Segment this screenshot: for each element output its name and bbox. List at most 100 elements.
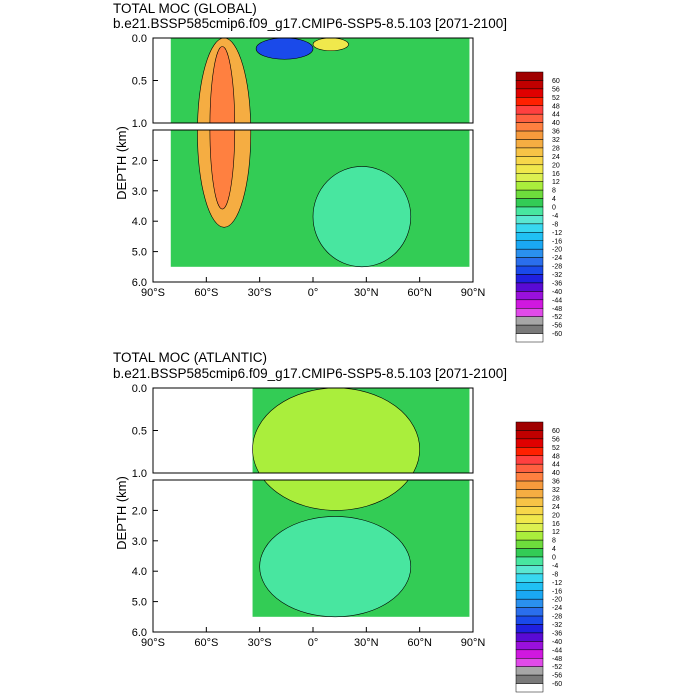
colorbar-swatch [515, 223, 544, 233]
colorbar-label: -48 [552, 306, 562, 313]
colorbar-swatch [515, 632, 544, 642]
colorbar-swatch [515, 489, 544, 499]
colorbar-swatch [515, 523, 544, 532]
lower-subpanel [170, 130, 470, 268]
colorbar-swatch [515, 80, 544, 90]
colorbar-label: -32 [552, 622, 562, 629]
y-tick-label: 3.0 [132, 186, 147, 198]
y-tick-label: 5.0 [132, 247, 147, 259]
colorbar-label: -24 [552, 605, 562, 612]
colorbar-swatch [515, 641, 544, 651]
colorbar-label: 48 [552, 103, 560, 110]
colorbar-swatch [515, 683, 544, 693]
lower-subpanel [252, 480, 470, 618]
y-tick-label: 1.0 [132, 468, 147, 480]
colorbar-label: 44 [552, 462, 560, 469]
colorbar-swatch [515, 430, 544, 440]
atlantic-moc-chart: DEPTH (km) 0.0 0.5 1.0 2.0 3.0 4.0 5.0 6.090°S 6… [114, 383, 562, 693]
plot-area: 0.0 0.5 1.0 2.0 3.0 4.0 5.0 6.090°S 60°S 30°S 0° 30… [132, 383, 486, 649]
colorbar-label: -20 [552, 597, 562, 604]
colorbar-label: 60 [552, 78, 560, 85]
colorbar-swatch [515, 274, 544, 284]
colorbar-label: 52 [552, 95, 560, 102]
panel1-subtitle: b.e21.BSSP585cmip6.f09_g17.CMIP6-SSP5-8.… [113, 16, 508, 31]
panel2-subtitle: b.e21.BSSP585cmip6.f09_g17.CMIP6-SSP5-8.… [113, 366, 508, 381]
colorbar-label: 8 [552, 188, 556, 195]
colorbar-label: -40 [552, 639, 562, 646]
y-tick-label: 3.0 [132, 536, 147, 548]
colorbar-label: 28 [552, 495, 560, 502]
colorbar-swatch [515, 97, 544, 106]
panel2-title: TOTAL MOC (ATLANTIC) [113, 350, 268, 365]
colorbar-label: -36 [552, 630, 562, 637]
abyssal-negative-cell [259, 516, 412, 618]
colorbar-swatch [515, 299, 544, 309]
colorbar-swatch [515, 232, 544, 241]
colorbar-swatch [515, 598, 544, 608]
colorbar-swatch [515, 316, 544, 326]
x-tick-label: 30°S [248, 637, 272, 649]
x-tick-label: 60°N [407, 287, 432, 299]
global-moc-chart: DEPTH (km) 0.0 0.5 1.0 2.0 3.0 4.0 5.0 6.090°S 6… [114, 33, 562, 343]
colorbar-label: 0 [552, 555, 556, 562]
colorbar-label: -32 [552, 272, 562, 279]
colorbar-label: -12 [552, 230, 562, 237]
y-axis-label: DEPTH (km) [114, 476, 129, 550]
tropical-positive-cell [312, 38, 349, 52]
colorbar-label: 16 [552, 521, 560, 528]
colorbar-swatch [515, 649, 544, 659]
colorbar-swatch [515, 265, 544, 275]
colorbar-swatch [515, 531, 544, 541]
colorbar-label: -16 [552, 588, 562, 595]
colorbar-swatch [515, 181, 544, 191]
colorbar-swatch [515, 480, 544, 490]
colorbar-swatch [515, 624, 544, 634]
y-tick-label: 2.0 [132, 155, 147, 167]
colorbar-label: 32 [552, 137, 560, 144]
colorbar-swatch [515, 333, 544, 343]
colorbar-label: 56 [552, 436, 560, 443]
y-tick-label: 6.0 [132, 627, 147, 639]
colorbar-label: 36 [552, 129, 560, 136]
colorbar-label: -60 [552, 331, 562, 338]
y-tick-label: 0.0 [132, 33, 147, 45]
colorbar-label: -44 [552, 297, 562, 304]
colorbar-swatch [515, 248, 544, 258]
colorbar-swatch [515, 539, 544, 549]
y-tick-label: 4.0 [132, 216, 147, 228]
colorbar-swatch [515, 257, 544, 267]
colorbar-label: -48 [552, 656, 562, 663]
colorbar-label: 40 [552, 120, 560, 127]
colorbar-swatch [515, 582, 544, 591]
colorbar-swatch [515, 240, 544, 250]
colorbar-swatch [515, 173, 544, 182]
colorbar-swatch [515, 139, 544, 149]
colorbar-swatch [515, 438, 544, 448]
colorbar-label: -8 [552, 221, 558, 228]
colorbar-label: 24 [552, 504, 560, 511]
colorbar-label: 56 [552, 86, 560, 93]
colorbar-swatch [515, 206, 544, 216]
y-axis-label: DEPTH (km) [114, 126, 129, 200]
colorbar: 60565248444036322824201612840-4-8-12-16-… [515, 421, 562, 693]
colorbar-swatch [515, 590, 544, 600]
colorbar-label: 40 [552, 470, 560, 477]
colorbar-swatch [515, 122, 544, 132]
colorbar-label: -60 [552, 681, 562, 688]
colorbar-swatch [515, 674, 544, 684]
tropical-negative-cell [255, 38, 314, 60]
colorbar-swatch [515, 421, 544, 431]
upper-overturning-cell [252, 388, 420, 473]
y-tick-label: 2.0 [132, 505, 147, 517]
colorbar-swatch [515, 164, 544, 174]
colorbar-swatch [515, 324, 544, 334]
colorbar-label: 32 [552, 487, 560, 494]
panel1-title: TOTAL MOC (GLOBAL) [113, 1, 257, 16]
colorbar-label: 48 [552, 453, 560, 460]
colorbar-label: 60 [552, 428, 560, 435]
colorbar-swatch [515, 514, 544, 524]
colorbar-swatch [515, 573, 544, 583]
colorbar-swatch [515, 565, 544, 575]
colorbar-swatch [515, 291, 544, 301]
y-tick-label: 1.0 [132, 118, 147, 130]
